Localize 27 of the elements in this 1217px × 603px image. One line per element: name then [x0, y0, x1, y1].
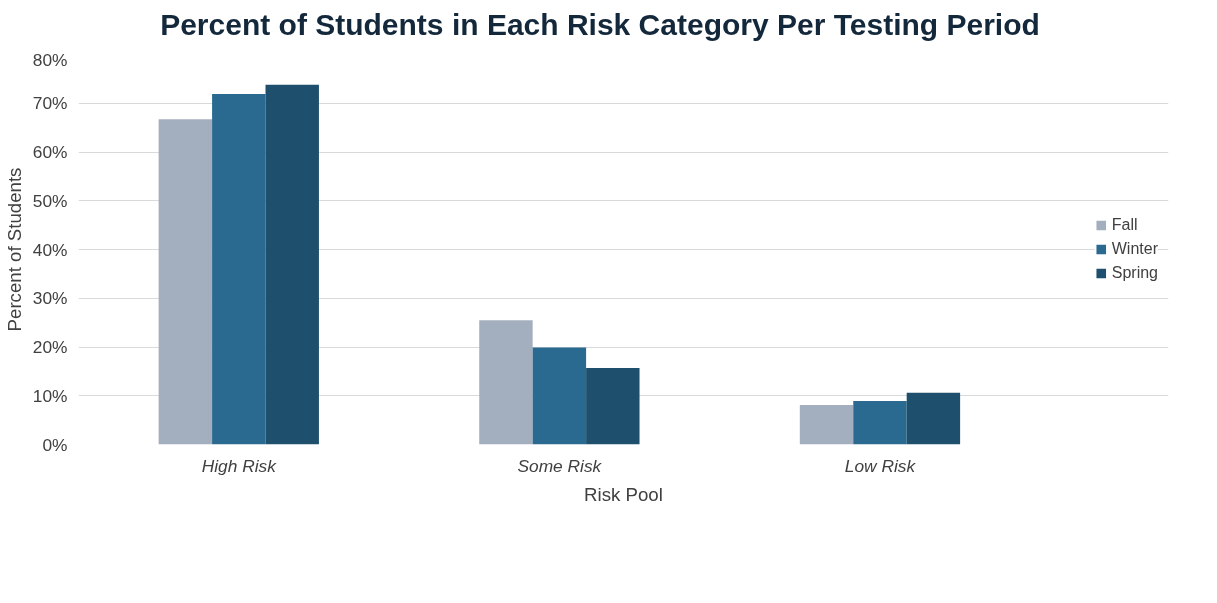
bar — [853, 401, 907, 445]
y-tick-label: 0% — [42, 434, 68, 455]
y-tick-label: 60% — [32, 142, 68, 162]
y-tick-label: 80% — [32, 49, 68, 70]
bar — [906, 392, 961, 445]
bar — [586, 367, 640, 445]
y-tick-label: 50% — [32, 190, 68, 211]
legend-label: Spring — [1111, 264, 1158, 282]
legend-label: Fall — [1111, 216, 1138, 234]
bar — [212, 93, 266, 445]
bar — [532, 347, 587, 445]
bar — [799, 405, 854, 445]
bar — [265, 84, 319, 445]
y-tick-label: 40% — [32, 239, 68, 260]
x-tick-label: Low Risk — [844, 455, 917, 476]
chart-title: Percent of Students in Each Risk Category Per Testing Period — [160, 7, 1040, 43]
y-tick-label: 30% — [32, 288, 68, 309]
y-tick-label: 10% — [32, 385, 68, 406]
x-axis-title: Risk Pool — [584, 483, 663, 505]
bar — [479, 320, 533, 445]
y-tick-label: 20% — [32, 337, 68, 357]
bar — [158, 119, 213, 445]
x-tick-label: High Risk — [201, 455, 278, 476]
y-axis-title: Percent of Students — [3, 167, 25, 332]
x-tick-label: Some Risk — [517, 455, 603, 476]
y-tick-label: 70% — [32, 93, 68, 114]
legend-label: Winter — [1111, 240, 1158, 258]
